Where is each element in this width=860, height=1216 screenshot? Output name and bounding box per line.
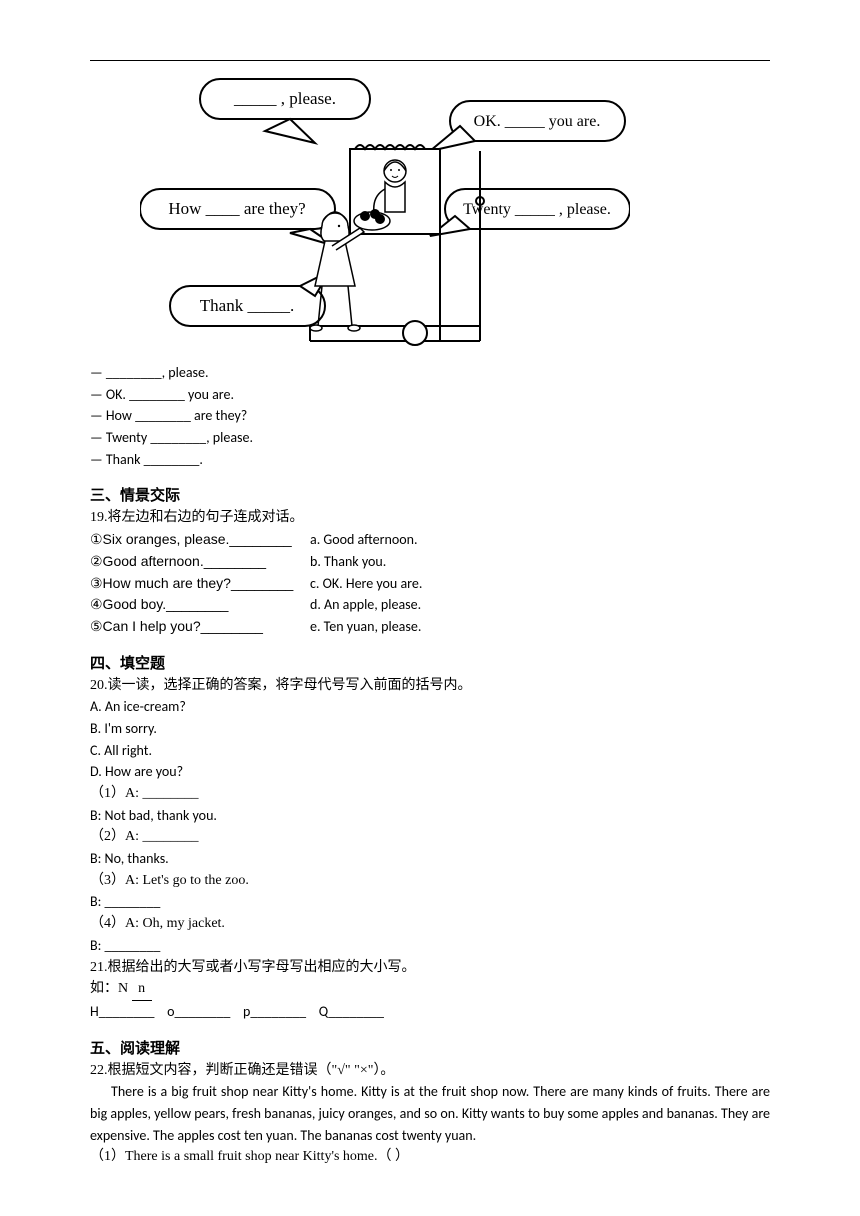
svg-text:OK. _____ you are.: OK. _____ you are. <box>474 113 601 130</box>
match-row: ②Good afternoon.________ b. Thank you. <box>90 551 770 573</box>
dialogue-l1: — ________, please. <box>90 362 770 384</box>
match-right: a. Good afternoon. <box>310 529 417 551</box>
dialogue-l5: — Thank ________. <box>90 449 770 471</box>
q21-letters: H________ o________ p________ Q________ <box>90 1001 770 1023</box>
match-right: b. Thank you. <box>310 551 386 573</box>
section5-title: 五、阅读理解 <box>90 1037 770 1058</box>
q20-optA: A. An ice-cream? <box>90 696 770 718</box>
match-right: d. An apple, please. <box>310 594 421 616</box>
q21-instruction: 21.根据给出的大写或者小写字母写出相应的大小写。 <box>90 957 770 979</box>
ex-letter: n <box>132 978 152 1001</box>
dialogue-l4: — Twenty ________, please. <box>90 427 770 449</box>
section3-title: 三、情景交际 <box>90 484 770 505</box>
q20-2a: （2）A: ________ <box>90 826 770 848</box>
match-row: ⑤Can I help you?________ e. Ten yuan, pl… <box>90 616 770 638</box>
match-right: c. OK. Here you are. <box>310 573 422 595</box>
q20-3b: B: ________ <box>90 891 770 913</box>
dialogue-illustration: _____ , please. OK. _____ you are. How _… <box>140 71 770 356</box>
match-row: ③How much are they?________ c. OK. Here … <box>90 573 770 595</box>
top-rule <box>90 60 770 61</box>
q22-1: （1）There is a small fruit shop near Kitt… <box>90 1146 770 1168</box>
svg-text:How ____ are they?: How ____ are they? <box>168 199 305 218</box>
match-right: e. Ten yuan, please. <box>310 616 421 638</box>
match-left: ④Good boy.________ <box>90 594 310 616</box>
match-left: ②Good afternoon.________ <box>90 551 310 573</box>
q20-instruction: 20.读一读，选择正确的答案，将字母代号写入前面的括号内。 <box>90 675 770 697</box>
reading-passage: There is a big fruit shop near Kitty's h… <box>90 1081 770 1146</box>
ex-prefix: 如：N <box>90 981 132 996</box>
q20-4b: B: ________ <box>90 935 770 957</box>
q20-optB: B. I'm sorry. <box>90 718 770 740</box>
q22-instruction: 22.根据短文内容，判断正确还是错误（"√" "×"）。 <box>90 1060 770 1082</box>
q20-1a: （1）A: ________ <box>90 783 770 805</box>
dialogue-l2: — OK. ________ you are. <box>90 384 770 406</box>
bubble-text: _____ , please. <box>233 89 336 108</box>
q19-instruction: 19.将左边和右边的句子连成对话。 <box>90 507 770 529</box>
match-left: ⑤Can I help you?________ <box>90 616 310 638</box>
q20-optC: C. All right. <box>90 740 770 762</box>
q20-optD: D. How are you? <box>90 761 770 783</box>
match-row: ①Six oranges, please.________ a. Good af… <box>90 529 770 551</box>
svg-text:Twenty _____ , please.: Twenty _____ , please. <box>463 201 611 218</box>
match-row: ④Good boy.________ d. An apple, please. <box>90 594 770 616</box>
q20-4a: （4）A: Oh, my jacket. <box>90 913 770 935</box>
q20-2b: B: No, thanks. <box>90 848 770 870</box>
svg-text:Thank _____.: Thank _____. <box>200 296 294 315</box>
q20-3a: （3）A: Let's go to the zoo. <box>90 870 770 892</box>
dialogue-l3: — How ________ are they? <box>90 405 770 427</box>
match-left: ①Six oranges, please.________ <box>90 529 310 551</box>
section4-title: 四、填空题 <box>90 652 770 673</box>
q20-1b: B: Not bad, thank you. <box>90 805 770 827</box>
match-left: ③How much are they?________ <box>90 573 310 595</box>
q21-example: 如：N n <box>90 978 770 1001</box>
